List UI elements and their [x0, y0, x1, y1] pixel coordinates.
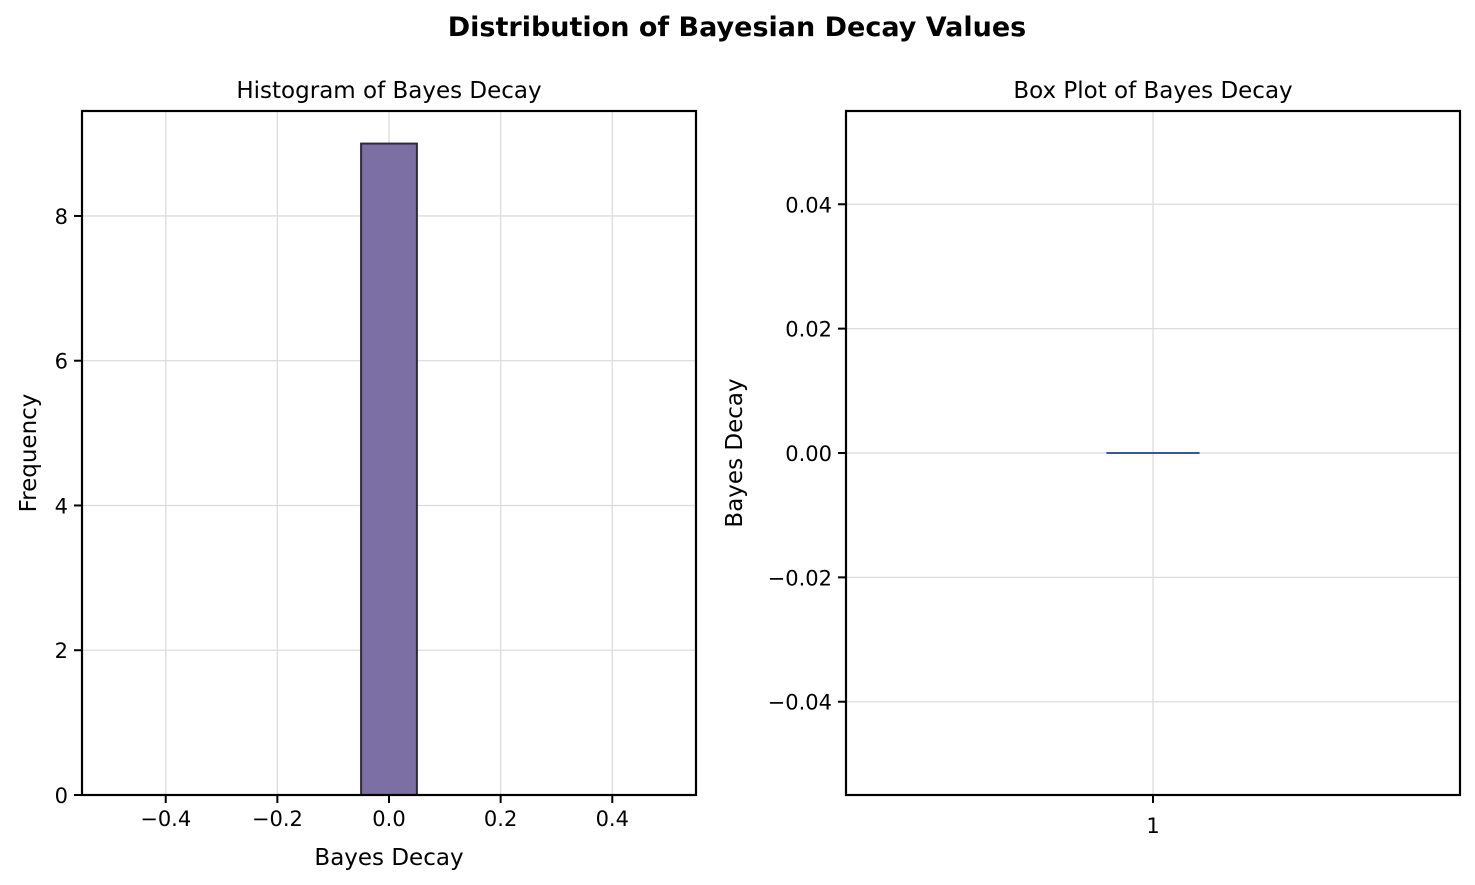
boxplot-y-tick-label: −0.04 — [768, 691, 832, 715]
histogram-bars — [109, 142, 669, 797]
histogram-x-tick-label: 0.2 — [484, 807, 517, 831]
histogram-y-tick-label: 2 — [55, 639, 68, 663]
boxplot-y-tick-label: 0.02 — [785, 318, 832, 342]
histogram-bar — [360, 142, 418, 797]
histogram-y-tick-label: 6 — [55, 350, 68, 374]
histogram-y-tick-label: 8 — [55, 205, 68, 229]
histogram-x-tick-label: −0.2 — [252, 807, 303, 831]
histogram-y-tick-label: 4 — [55, 494, 68, 518]
boxplot-frame — [844, 109, 1462, 797]
histogram-x-tick-label: −0.4 — [140, 807, 191, 831]
histogram-ticks: −0.4 −0.2 0.0 0.2 0.4 0 2 4 6 8 — [55, 205, 629, 831]
boxplot-y-tick-label: −0.02 — [768, 566, 832, 590]
boxplot-title: Box Plot of Bayes Decay — [1013, 78, 1292, 104]
histogram-y-axis-label: Frequency — [16, 394, 42, 513]
histogram-x-tick-label: 0.4 — [596, 807, 629, 831]
boxplot-panel: 1 −0.04 −0.02 0.00 0.02 0.04 Box Plot of Baye… — [722, 78, 1462, 838]
histogram-y-tick-label: 0 — [55, 784, 68, 808]
figure-title: Distribution of Bayesian Decay Values — [448, 12, 1026, 43]
boxplot-ticks: 1 −0.04 −0.02 0.00 0.02 0.04 — [768, 193, 1160, 838]
histogram-x-tick-label: 0.0 — [372, 807, 405, 831]
boxplot-y-axis-label: Bayes Decay — [722, 378, 748, 527]
histogram-frame — [80, 109, 698, 797]
boxplot-y-tick-label: 0.04 — [785, 193, 832, 217]
histogram-title: Histogram of Bayes Decay — [236, 78, 541, 104]
boxplot-y-tick-label: 0.00 — [785, 442, 832, 466]
boxplot-x-tick-label: 1 — [1146, 814, 1159, 838]
histogram-x-axis-label: Bayes Decay — [314, 845, 463, 871]
histogram-panel: −0.4 −0.2 0.0 0.2 0.4 0 2 4 6 8 Histogram of Baye… — [16, 78, 698, 871]
